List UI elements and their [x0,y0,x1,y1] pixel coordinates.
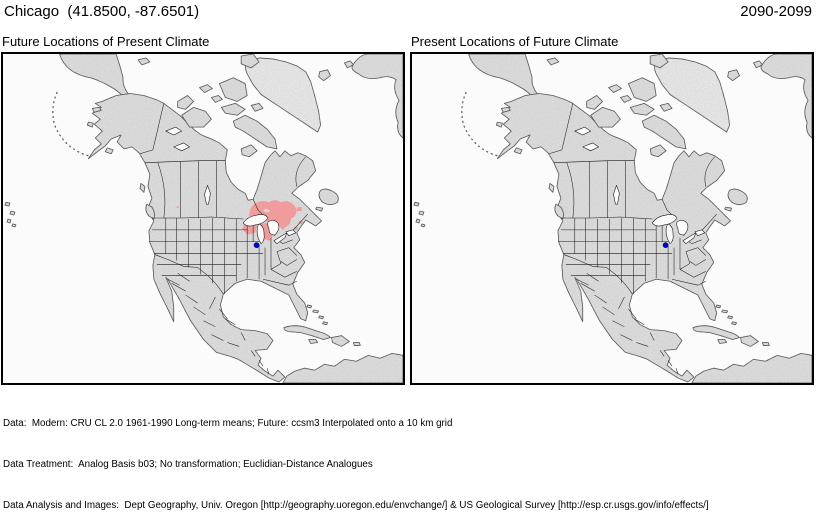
panel-title-future-locations: Future Locations of Present Climate [2,34,210,49]
panel-future-locations: Future Locations of Present Climate [1,32,405,385]
header-bar: Chicago (41.8500, -87.6501) 2090-2099 [4,3,812,20]
panel-present-locations: Present Locations of Future Climate [410,32,814,385]
panel-title-present-locations: Present Locations of Future Climate [411,34,619,49]
page-title: Chicago (41.8500, -87.6501) [4,3,200,20]
map-frame-left [1,52,405,385]
chicago-marker [253,242,260,249]
chicago-marker [662,242,669,249]
footer-data-treatment: Data Treatment: Analog Basis b03; No tra… [3,458,373,470]
footer-data-source: Data: Modern: CRU CL 2.0 1961-1990 Long-… [3,417,453,429]
period-label: 2090-2099 [740,3,812,20]
map-future-locations-of-present-climate [3,54,403,383]
footer-analysis-credit: Data Analysis and Images: Dept Geography… [3,500,709,512]
map-frame-right [410,52,814,385]
map-present-locations-of-future-climate [412,54,812,383]
map-panels: Future Locations of Present Climate Pres… [1,32,814,385]
footer-credits-block: Data: Modern: CRU CL 2.0 1961-1990 Long-… [3,389,814,527]
